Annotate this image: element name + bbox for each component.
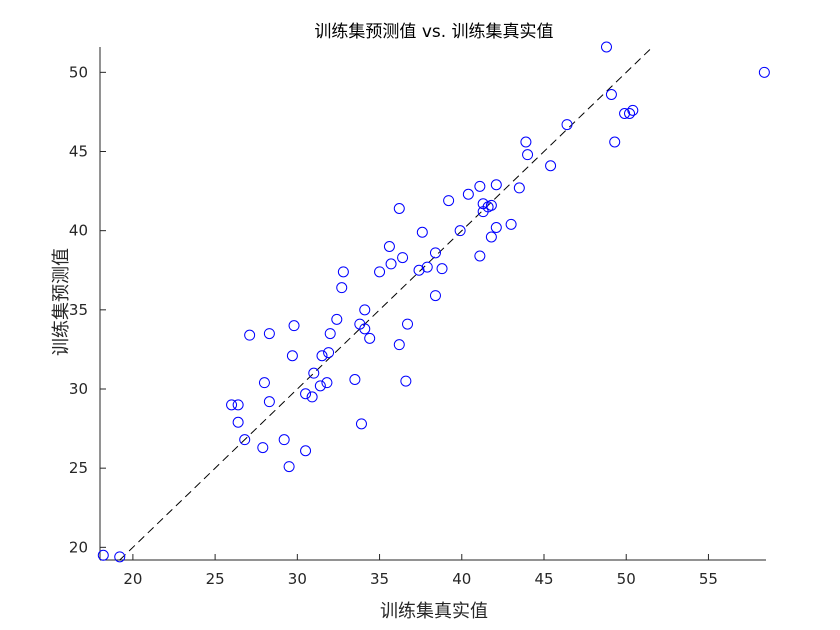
data-point: [383, 241, 395, 252]
data-point: [286, 350, 298, 362]
data-point: [522, 149, 534, 161]
data-point: [393, 203, 405, 214]
data-point: [308, 367, 320, 379]
data-point: [443, 195, 455, 207]
data-point: [257, 442, 269, 454]
data-point: [331, 313, 343, 325]
data-point: [421, 261, 433, 273]
y-tick-label: 30: [69, 380, 88, 398]
data-point: [600, 41, 612, 53]
data-points-layer: [97, 41, 770, 563]
data-point: [232, 399, 244, 411]
data-point: [462, 188, 474, 200]
x-tick-label: 50: [617, 570, 636, 588]
data-point: [605, 89, 617, 100]
data-point: [609, 136, 621, 148]
y-tick-label: 50: [69, 63, 88, 81]
data-point: [300, 445, 312, 457]
data-point: [520, 136, 532, 148]
data-point: [324, 328, 336, 340]
x-axis: 20 25 30 35 40 45 50 55: [123, 554, 718, 588]
x-tick-label: 35: [370, 570, 389, 588]
data-point: [263, 396, 275, 408]
reference-line: [119, 46, 653, 561]
y-axis-label: 训练集预测值: [51, 248, 72, 356]
data-point: [314, 380, 326, 392]
reference-line-layer: [119, 46, 653, 561]
data-point: [545, 160, 557, 172]
data-point: [561, 119, 573, 131]
x-tick-label: 55: [699, 570, 718, 588]
data-point: [283, 461, 295, 473]
x-tick-label: 25: [206, 570, 225, 588]
data-point: [278, 434, 290, 446]
data-point: [336, 282, 348, 294]
data-point: [385, 258, 397, 270]
data-point: [321, 377, 333, 389]
x-tick-label: 45: [534, 570, 553, 588]
y-tick-label: 45: [69, 143, 88, 161]
data-point: [263, 328, 275, 340]
data-point: [337, 266, 349, 278]
data-point: [300, 388, 312, 400]
data-point: [474, 250, 486, 262]
data-point: [355, 418, 367, 430]
x-tick-label: 20: [123, 570, 142, 588]
data-point: [288, 320, 300, 332]
data-point: [416, 226, 428, 238]
data-point: [244, 329, 256, 341]
x-tick-label: 40: [452, 570, 471, 588]
data-point: [306, 391, 318, 403]
data-point: [513, 182, 525, 194]
data-point: [359, 304, 371, 316]
y-tick-label: 25: [69, 459, 88, 477]
data-point: [349, 374, 361, 385]
y-tick-label: 20: [69, 538, 88, 556]
data-point: [490, 179, 502, 191]
data-point: [485, 231, 497, 243]
data-point: [454, 225, 466, 237]
data-point: [624, 108, 636, 119]
data-point: [505, 218, 517, 230]
x-axis-label: 训练集真实值: [380, 601, 488, 622]
data-point: [374, 266, 386, 278]
data-point: [323, 347, 335, 359]
data-point: [758, 66, 770, 78]
plot-area: [99, 47, 766, 561]
data-point: [114, 551, 126, 563]
y-tick-label: 35: [69, 301, 88, 319]
data-point: [436, 263, 448, 275]
data-point: [316, 350, 328, 362]
data-point: [97, 549, 109, 561]
data-point: [258, 377, 270, 389]
data-point: [485, 199, 497, 211]
data-point: [474, 180, 486, 192]
x-tick-label: 30: [288, 570, 307, 588]
data-point: [359, 323, 371, 335]
data-point: [364, 332, 376, 344]
data-point: [429, 290, 441, 302]
chart-title: 训练集预测值 vs. 训练集真实值: [314, 22, 553, 42]
data-point: [627, 104, 639, 116]
data-point: [429, 247, 441, 259]
data-point: [490, 222, 502, 233]
y-tick-label: 40: [69, 222, 88, 240]
data-point: [393, 339, 405, 351]
data-point: [239, 434, 251, 446]
data-point: [402, 318, 414, 330]
data-point: [397, 252, 409, 264]
data-point: [232, 416, 244, 428]
y-axis: 20 25 30 35 40 45 50: [69, 63, 106, 556]
data-point: [400, 375, 412, 387]
data-point: [226, 399, 238, 411]
